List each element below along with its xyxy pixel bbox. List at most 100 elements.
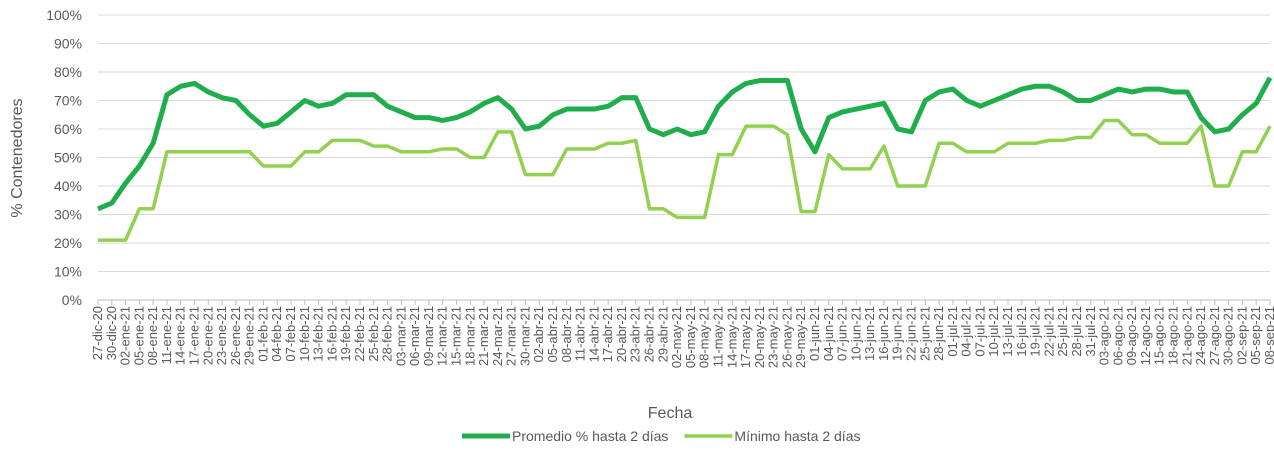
y-tick-label: 40% xyxy=(54,178,82,194)
x-tick-label: 28-jul-21 xyxy=(1069,306,1084,357)
y-tick-label: 100% xyxy=(46,7,82,23)
x-tick-label: 16-jun-21 xyxy=(876,306,891,361)
x-tick-label: 05-ene-21 xyxy=(131,306,146,365)
x-tick-label: 23-abr-21 xyxy=(628,306,643,362)
x-tick-label: 14-abr-21 xyxy=(586,306,601,362)
x-tick-label: 08-abr-21 xyxy=(559,306,574,362)
series-line xyxy=(97,76,1273,212)
x-tick-label: 28-jun-21 xyxy=(931,306,946,361)
x-tick-label: 31-jul-21 xyxy=(1083,306,1098,357)
y-axis-title: % Contenedores xyxy=(9,98,26,217)
y-tick-label: 90% xyxy=(54,36,82,52)
x-tick-label: 30-mar-21 xyxy=(517,306,532,366)
x-tick-label: 18-mar-21 xyxy=(462,306,477,366)
x-tick-label: 23-ene-21 xyxy=(214,306,229,365)
x-tick-label: 17-ene-21 xyxy=(187,306,202,365)
x-tick-label: 05-may-21 xyxy=(683,306,698,368)
x-tick-label: 04-jul-21 xyxy=(959,306,974,357)
y-tick-label: 80% xyxy=(54,64,82,80)
x-tick-label: 17-abr-21 xyxy=(600,306,615,362)
x-tick-label: 25-feb-21 xyxy=(366,306,381,362)
x-tick-label: 24-ago-21 xyxy=(1193,306,1208,365)
x-tick-label: 28-feb-21 xyxy=(380,306,395,362)
x-tick-label: 17-may-21 xyxy=(738,306,753,368)
x-tick-label: 12-mar-21 xyxy=(435,306,450,366)
x-tick-label: 14-ene-21 xyxy=(173,306,188,365)
x-tick-label: 12-ago-21 xyxy=(1138,306,1153,365)
x-tick-label: 06-ago-21 xyxy=(1110,306,1125,365)
x-tick-label: 04-feb-21 xyxy=(269,306,284,362)
x-tick-label: 30-ago-21 xyxy=(1221,306,1236,365)
x-tick-label: 05-abr-21 xyxy=(545,306,560,362)
x-tick-label: 11-ene-21 xyxy=(159,306,174,364)
x-tick-label: 15-ago-21 xyxy=(1152,306,1167,365)
x-tick-label: 07-jun-21 xyxy=(835,306,850,361)
x-tick-label: 19-feb-21 xyxy=(338,306,353,362)
x-tick-label: 16-jul-21 xyxy=(1014,306,1029,357)
x-tick-label: 26-abr-21 xyxy=(642,306,657,362)
x-tick-label: 10-jun-21 xyxy=(848,306,863,361)
x-tick-label: 02-may-21 xyxy=(669,306,684,368)
y-tick-label: 50% xyxy=(54,150,82,166)
x-tick-label: 19-jun-21 xyxy=(890,306,905,361)
x-tick-label: 07-jul-21 xyxy=(972,306,987,357)
x-tick-label: 30-dic-20 xyxy=(104,306,119,360)
x-tick-label: 19-jul-21 xyxy=(1028,306,1043,357)
x-tick-label: 01-feb-21 xyxy=(255,306,270,362)
x-tick-label: 22-jun-21 xyxy=(904,306,919,361)
x-tick-label: 09-ago-21 xyxy=(1124,306,1139,365)
x-tick-label: 08-sep-21 xyxy=(1262,306,1274,365)
x-tick-label: 13-jul-21 xyxy=(1000,306,1015,357)
x-tick-label: 08-may-21 xyxy=(697,306,712,368)
y-tick-label: 60% xyxy=(54,121,82,137)
x-tick-label: 07-feb-21 xyxy=(283,306,298,362)
x-tick-label: 13-feb-21 xyxy=(311,306,326,362)
x-tick-label: 02-ene-21 xyxy=(118,306,133,365)
x-tick-label: 24-mar-21 xyxy=(490,306,505,366)
x-tick-label: 11-may-21 xyxy=(710,306,725,367)
x-tick-label: 27-dic-20 xyxy=(90,306,105,360)
x-tick-label: 13-jun-21 xyxy=(862,306,877,361)
x-tick-label: 22-jul-21 xyxy=(1041,306,1056,357)
x-tick-label: 21-ago-21 xyxy=(1179,306,1194,365)
x-tick-label: 05-sep-21 xyxy=(1248,306,1263,365)
x-tick-label: 25-jul-21 xyxy=(1055,306,1070,357)
x-tick-label: 09-mar-21 xyxy=(421,306,436,366)
y-tick-label: 0% xyxy=(62,292,82,308)
x-tick-label: 20-abr-21 xyxy=(614,306,629,362)
x-tick-label: 10-jul-21 xyxy=(986,306,1001,357)
x-tick-label: 02-sep-21 xyxy=(1234,306,1249,365)
x-tick-label: 01-jun-21 xyxy=(807,306,822,361)
x-tick-label: 29-abr-21 xyxy=(655,306,670,362)
x-tick-label: 29-ene-21 xyxy=(242,306,257,365)
x-tick-label: 11-abr-21 xyxy=(573,306,588,361)
x-tick-label: 03-mar-21 xyxy=(393,306,408,366)
y-tick-label: 30% xyxy=(54,207,82,223)
x-tick-label: 20-may-21 xyxy=(752,306,767,368)
x-axis-title: Fecha xyxy=(648,405,693,422)
x-tick-label: 03-ago-21 xyxy=(1097,306,1112,365)
x-tick-label: 18-ago-21 xyxy=(1165,306,1180,365)
x-tick-label: 01-jul-21 xyxy=(945,306,960,357)
x-tick-label: 27-ago-21 xyxy=(1207,306,1222,365)
x-tick-label: 25-jun-21 xyxy=(917,306,932,361)
x-tick-label: 04-jun-21 xyxy=(821,306,836,361)
x-tick-label: 20-ene-21 xyxy=(200,306,215,365)
x-tick-label: 08-ene-21 xyxy=(145,306,160,365)
x-tick-label: 15-mar-21 xyxy=(448,306,463,366)
x-tick-label: 02-abr-21 xyxy=(531,306,546,362)
x-tick-label: 26-may-21 xyxy=(779,306,794,368)
x-tick-label: 14-may-21 xyxy=(724,306,739,368)
x-tick-label: 06-mar-21 xyxy=(407,306,422,366)
series-line xyxy=(98,118,1272,242)
x-tick-label: 26-ene-21 xyxy=(228,306,243,365)
legend-label: Promedio % hasta 2 días xyxy=(512,428,668,444)
y-tick-label: 10% xyxy=(54,264,82,280)
x-tick-label: 23-may-21 xyxy=(766,306,781,368)
x-tick-label: 16-feb-21 xyxy=(324,306,339,362)
x-tick-label: 21-mar-21 xyxy=(476,306,491,366)
legend-label: Mínimo hasta 2 días xyxy=(734,428,860,444)
x-tick-label: 29-may-21 xyxy=(793,306,808,368)
y-tick-label: 20% xyxy=(54,235,82,251)
